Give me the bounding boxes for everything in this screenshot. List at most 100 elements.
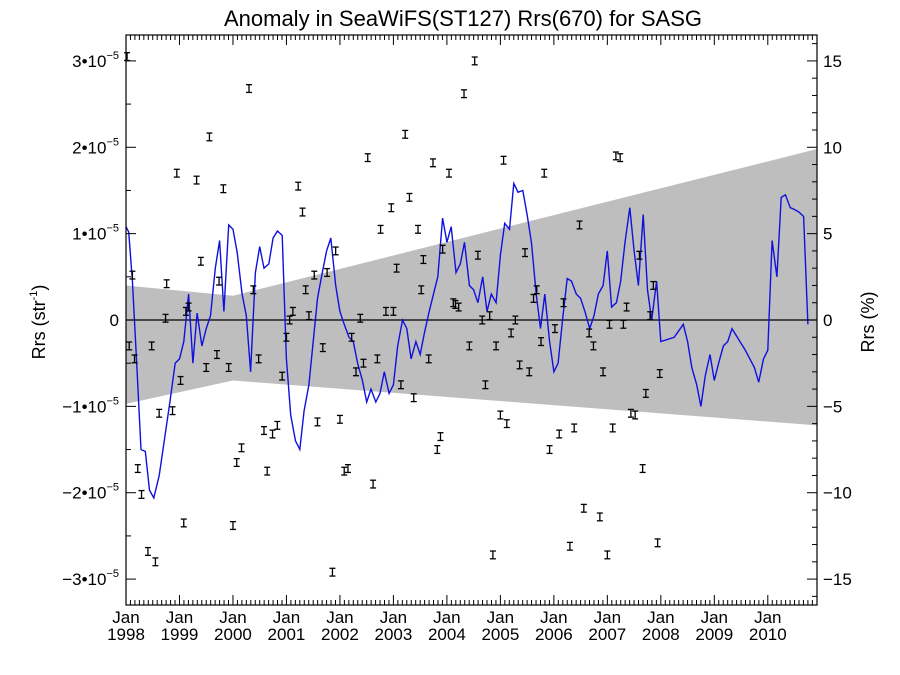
y-axis-left: 3•10−5 2•10−5 1•10−5 0 −1•10−5 −2•10−5 −3•10−5	[62, 50, 136, 589]
x-tick-label-year: 2002	[321, 625, 359, 644]
y-axis-right: 15 10 5 0 −5 −10 −15	[807, 43, 852, 597]
error-bar-point	[302, 285, 309, 295]
error-bar-point	[439, 244, 446, 254]
x-tick-label-month: Jan	[112, 608, 139, 627]
error-bar-point	[238, 443, 245, 453]
x-tick-label-year: 2007	[588, 625, 626, 644]
error-bar-point	[152, 557, 159, 567]
x-tick-label-month: Jan	[433, 608, 460, 627]
error-bar-point	[319, 343, 326, 353]
x-tick-label-month: Jan	[326, 608, 353, 627]
error-bar-point	[393, 263, 400, 273]
error-bar-point	[216, 276, 223, 286]
error-bar-point	[415, 224, 422, 234]
error-bar-point	[124, 52, 131, 62]
error-bar-point	[566, 541, 573, 551]
y-right-tick-label: −15	[823, 570, 852, 589]
error-bar-point	[590, 341, 597, 351]
y-right-tick-label: −10	[823, 484, 852, 503]
y-left-tick-label: −1•10−5	[62, 395, 119, 416]
error-bar-point	[336, 414, 343, 424]
error-bar-point	[650, 280, 657, 290]
x-tick-label-month: Jan	[487, 608, 514, 627]
y-left-tick-label: −2•10−5	[62, 482, 119, 503]
error-bar-point	[627, 408, 634, 418]
error-bar-point	[269, 429, 276, 439]
error-bar-point	[446, 168, 453, 178]
x-tick-label-year: 2001	[268, 625, 306, 644]
error-bar-point	[533, 285, 540, 295]
error-bar-point	[425, 354, 432, 364]
x-tick-label-month: Jan	[754, 608, 781, 627]
error-bar-point	[434, 445, 441, 455]
error-bar-point	[169, 406, 176, 416]
x-tick-label-year: 2006	[535, 625, 573, 644]
error-bar-point	[402, 129, 409, 139]
error-bar-point	[500, 155, 507, 165]
error-bar-point	[632, 410, 639, 420]
error-bar-point	[612, 151, 619, 161]
error-bar-point	[274, 420, 281, 430]
x-tick-label-month: Jan	[380, 608, 407, 627]
y-axis-left-label-close: )	[29, 285, 49, 291]
error-bar-point	[180, 518, 187, 528]
error-bar-point	[639, 464, 646, 474]
x-tick-label-month: Jan	[647, 608, 674, 627]
error-bar-point	[163, 279, 170, 289]
error-bar-point	[377, 224, 384, 234]
error-bar-point	[560, 298, 567, 308]
error-bar-point	[134, 464, 141, 474]
error-bar-point	[455, 302, 462, 312]
error-bar-point	[126, 341, 133, 351]
error-bar-point	[295, 181, 302, 191]
error-bar-point	[418, 285, 425, 295]
y-axis-right-label: Rrs (%)	[858, 292, 878, 353]
error-bar-point	[332, 246, 339, 256]
error-bar-point	[596, 512, 603, 522]
error-bar-point	[311, 270, 318, 280]
error-bar-point	[360, 358, 367, 368]
error-bar-point	[538, 337, 545, 347]
error-bar-point	[299, 207, 306, 217]
error-bar-point	[617, 153, 624, 163]
series-line	[125, 180, 809, 500]
error-bar-point	[546, 445, 553, 455]
error-bar-point	[388, 203, 395, 213]
x-tick-label-year: 2004	[428, 625, 466, 644]
error-bar-point	[474, 250, 481, 260]
error-bar-point	[193, 175, 200, 185]
x-tick-label-month: Jan	[594, 608, 621, 627]
x-axis: Jan1998Jan1999Jan2000Jan2001Jan2002Jan20…	[107, 35, 813, 644]
error-bar-point	[541, 168, 548, 178]
error-bar-point	[203, 362, 210, 373]
error-bar-point	[636, 250, 643, 260]
x-tick-label-month: Jan	[540, 608, 567, 627]
error-bar-point	[233, 457, 240, 468]
error-bar-point	[530, 293, 537, 303]
error-bar-point	[429, 158, 436, 168]
error-bar-point	[482, 380, 489, 390]
x-tick-label-year: 2005	[481, 625, 519, 644]
error-bar-point	[620, 319, 627, 329]
error-bar-point	[604, 550, 611, 560]
x-tick-label-year: 1998	[107, 625, 145, 644]
x-tick-label-month: Jan	[273, 608, 300, 627]
x-tick-label-year: 2009	[695, 625, 733, 644]
error-bar-point	[364, 153, 371, 163]
error-bar-point	[129, 270, 136, 280]
y-left-tick-label: −3•10−5	[62, 568, 119, 589]
error-bar-point	[521, 248, 528, 258]
error-bar-point	[314, 417, 321, 427]
x-tick-label-month: Jan	[219, 608, 246, 627]
error-bar-point	[344, 464, 351, 474]
error-bar-point	[580, 503, 587, 513]
y-right-tick-label: 0	[823, 311, 832, 330]
x-tick-label-month: Jan	[701, 608, 728, 627]
error-bar-point	[286, 315, 293, 325]
error-bar-point	[162, 313, 169, 323]
y-left-tick-label: 0	[110, 311, 119, 330]
error-bar-point	[197, 256, 204, 266]
error-bar-point	[255, 354, 262, 364]
error-bar-point	[461, 89, 468, 99]
